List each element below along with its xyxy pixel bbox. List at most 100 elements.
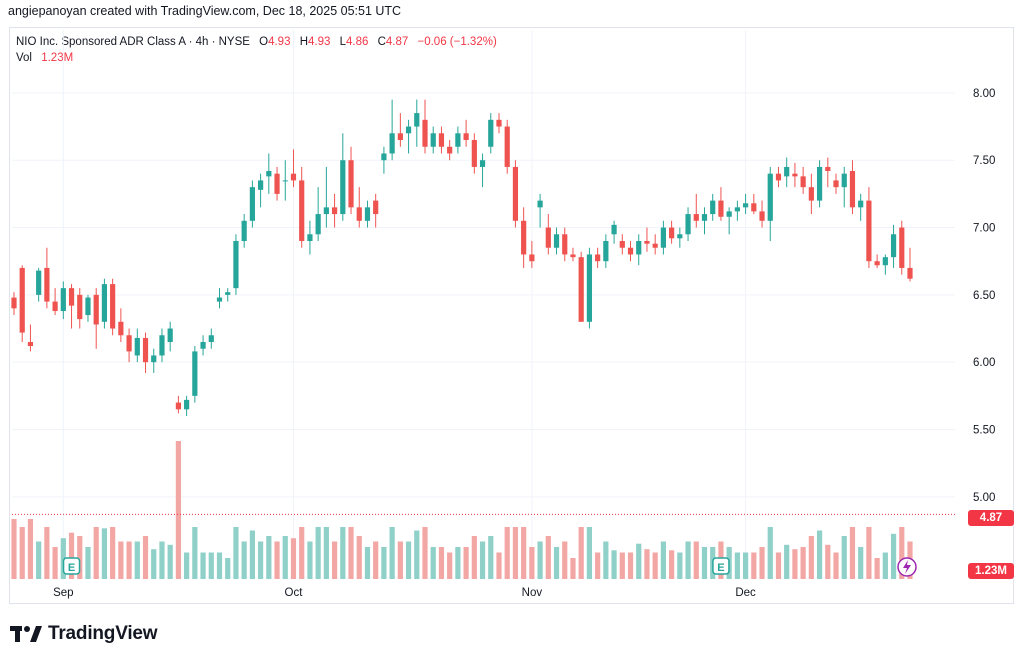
candle-body: [521, 220, 527, 255]
candle-body: [290, 173, 297, 181]
candle-body: [356, 207, 362, 221]
volume-bar: [11, 519, 17, 579]
candle-body: [274, 173, 280, 194]
volume-bar: [825, 544, 831, 579]
candle-body: [636, 241, 642, 255]
volume-bar: [841, 536, 847, 579]
volume-bar: [307, 541, 313, 579]
volume-bar: [299, 527, 305, 579]
candle-body: [405, 126, 412, 134]
volume-bar: [68, 532, 75, 579]
candle-body: [36, 270, 42, 295]
volume-bar: [586, 527, 593, 579]
volume-bar: [471, 536, 477, 579]
volume-bar: [767, 527, 773, 579]
candle-body: [800, 176, 806, 188]
volume-bar: [447, 552, 453, 579]
candle-body: [60, 288, 66, 312]
candle-body: [726, 211, 732, 217]
volume-bar: [77, 536, 83, 579]
candle-body: [677, 234, 683, 239]
volume-bar: [134, 541, 140, 579]
candle-body: [562, 234, 568, 255]
symbol-title[interactable]: NIO Inc. Sponsored ADR Class A · 4h · NY…: [16, 36, 250, 48]
volume-bar: [816, 530, 823, 579]
candle-body: [792, 173, 798, 177]
volume-bar: [356, 536, 362, 579]
volume-bar: [397, 541, 403, 579]
candle-body: [767, 173, 773, 221]
candle-body: [619, 241, 625, 248]
candle-body: [52, 301, 58, 312]
candle-body: [110, 284, 116, 329]
volume-bar: [677, 552, 683, 579]
candle-body: [784, 166, 790, 177]
candle-body: [759, 211, 765, 221]
volume-bar: [685, 541, 691, 579]
volume-bar: [225, 558, 231, 579]
y-tick-label: 5.50: [973, 425, 995, 437]
candle-body: [463, 133, 469, 141]
volume-bar: [899, 527, 905, 579]
volume-bar: [611, 550, 617, 579]
candle-body: [315, 214, 321, 235]
candle-body: [266, 170, 272, 177]
volume-bar: [570, 558, 576, 579]
y-tick-label: 6.00: [973, 357, 995, 369]
volume-bar: [562, 541, 568, 579]
x-tick-label: Nov: [522, 587, 543, 599]
tradingview-logo[interactable]: TradingView: [10, 623, 158, 645]
x-tick-label: Dec: [735, 587, 756, 599]
candle-body: [808, 187, 814, 201]
candle-body: [603, 241, 609, 262]
volume-bar: [792, 549, 798, 579]
volume-bar: [849, 527, 856, 579]
candle-body: [422, 119, 428, 147]
volume-bar: [331, 541, 338, 579]
volume-bar: [775, 552, 782, 579]
volume-bar: [101, 528, 108, 579]
volume-bar: [751, 552, 757, 579]
volume-bar: [258, 541, 264, 579]
candle-body: [27, 341, 34, 347]
volume-bar: [200, 552, 206, 579]
candle-body: [849, 170, 856, 208]
volume-bar: [208, 552, 214, 579]
volume-bar: [874, 558, 880, 579]
volume-bar: [422, 527, 428, 579]
volume-bar: [693, 541, 699, 579]
volume-tag: 1.23M: [968, 563, 1014, 579]
candle-body: [553, 234, 560, 248]
candle-body: [225, 292, 231, 295]
candle-body: [669, 227, 675, 239]
candle-body: [249, 187, 255, 221]
volume-bar: [405, 541, 412, 579]
volume-bar: [241, 541, 247, 579]
volume-bar: [529, 547, 535, 579]
volume-bar: [660, 541, 666, 579]
candle-body: [134, 337, 140, 356]
volume-bar: [142, 536, 149, 579]
volume-bar: [85, 547, 91, 579]
volume-bar: [488, 536, 494, 579]
volume-bar: [784, 544, 790, 579]
volume-bar: [373, 541, 379, 579]
volume-bar: [52, 547, 58, 579]
candle-body: [241, 220, 247, 242]
volume-bar: [578, 527, 584, 579]
candle-body: [529, 254, 535, 262]
earnings-marker: [712, 557, 730, 575]
volume-bar: [364, 547, 371, 579]
candle-body: [77, 294, 83, 320]
open-label: O: [259, 36, 269, 48]
volume-bar: [890, 533, 897, 579]
candle-body: [85, 297, 91, 316]
x-tick-label: Sep: [53, 587, 73, 599]
tradingview-logo-text: TradingView: [48, 623, 158, 644]
candle-body: [438, 133, 445, 147]
close-label: C: [377, 36, 386, 48]
candle-body: [455, 133, 461, 147]
volume-bar: [669, 550, 675, 579]
volume-bar: [734, 552, 740, 579]
